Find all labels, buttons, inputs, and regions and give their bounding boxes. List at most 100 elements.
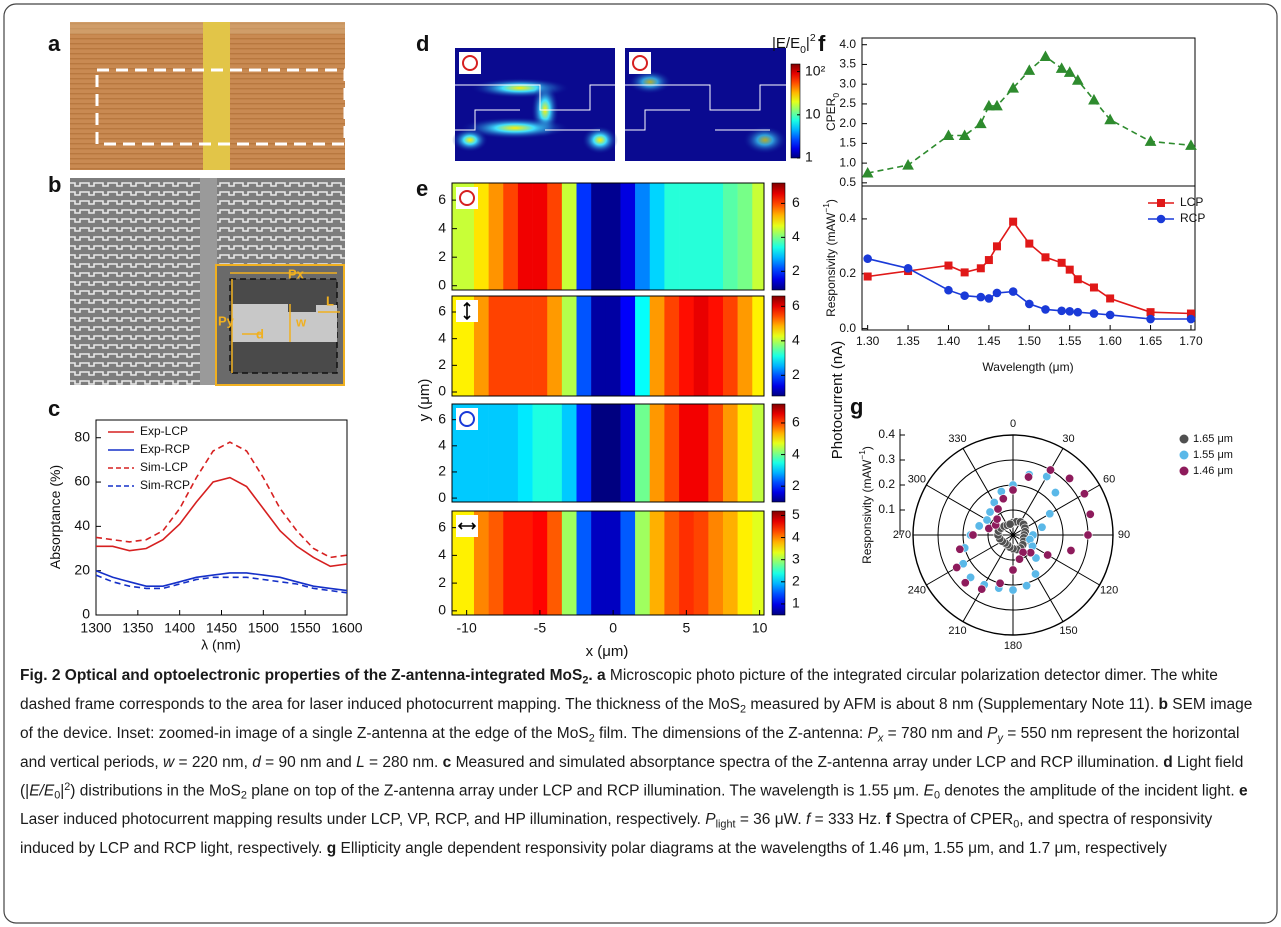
data-point xyxy=(1088,93,1100,105)
y-axis-label-part: ) xyxy=(860,446,874,450)
heatmap-column xyxy=(752,511,765,615)
y-tick-label: 0 xyxy=(82,606,90,622)
caption-run: Spectra of CPER xyxy=(890,811,1014,829)
data-point xyxy=(903,263,913,273)
caption-run: x xyxy=(877,731,884,744)
heatmap-column xyxy=(605,183,621,290)
heatmap-column xyxy=(752,183,765,290)
data-point xyxy=(1104,113,1116,125)
data-point xyxy=(1046,465,1056,475)
y-tick-label: 4 xyxy=(438,437,446,453)
caption-run: 0 xyxy=(54,789,61,802)
x-axis-label: Wavelength (μm) xyxy=(982,360,1073,374)
heatmap-column xyxy=(722,296,738,396)
legend-marker xyxy=(1179,434,1189,444)
caption-run: film. The dimensions of the Z-antenna: xyxy=(594,724,868,742)
r-tick-label: 0.4 xyxy=(878,427,895,441)
caption-run: Microscopic photo picture of the integra… xyxy=(20,667,1218,713)
colorbar-tick-label: 2 xyxy=(792,477,800,493)
data-point xyxy=(1022,581,1032,591)
data-point xyxy=(993,504,1003,514)
heatmap-column xyxy=(737,296,753,396)
caption-run: plane on top of the Z-antenna array unde… xyxy=(246,782,924,800)
y-tick-label: 0.5 xyxy=(839,175,856,189)
plot-frame xyxy=(861,185,1196,331)
x-tick-label: 1.30 xyxy=(856,334,880,348)
y-tick-label: 60 xyxy=(74,473,90,489)
colorbar xyxy=(790,63,801,159)
plot-frame xyxy=(451,182,765,291)
colorbar-tick-label: 1 xyxy=(792,595,800,611)
data-point xyxy=(992,514,1002,524)
y-axis-label: Responsivity (mAW−1) xyxy=(857,446,874,564)
data-point xyxy=(1005,519,1015,529)
colorbar-tick-label: 4 xyxy=(792,528,800,544)
y-axis-label-part: Absorptance (%) xyxy=(47,465,63,569)
figure-border xyxy=(3,3,1278,924)
x-tick-label: 1.60 xyxy=(1098,334,1122,348)
microscope-photo xyxy=(70,22,347,170)
y-tick-label: 6 xyxy=(438,191,446,207)
caption-run: SEM image of the device. Inset: zoomed-i… xyxy=(20,695,1253,742)
theta-tick-label: 300 xyxy=(908,473,926,485)
y-tick-label: 0 xyxy=(438,276,446,292)
caption-run: measured by AFM is about 8 nm (Supplemen… xyxy=(746,695,1159,713)
data-point xyxy=(1043,550,1053,560)
x-tick-label: 1400 xyxy=(164,620,195,636)
y-tick-label: 0 xyxy=(438,602,446,618)
data-point xyxy=(984,294,994,303)
theta-tick-label: 210 xyxy=(948,625,966,637)
data-point xyxy=(968,530,978,540)
colorbar xyxy=(771,295,786,397)
heatmap-column xyxy=(488,511,504,615)
data-point xyxy=(1065,473,1075,483)
caption-run: w xyxy=(163,753,175,771)
y-tick-label: 40 xyxy=(74,517,90,533)
data-point xyxy=(960,578,970,588)
data-point xyxy=(1008,287,1018,296)
heatmap-column xyxy=(708,404,724,502)
panel-label: a xyxy=(48,31,61,56)
caption-run: denotes the amplitude of the incident li… xyxy=(939,782,1239,800)
y-axis-label-part: CPER xyxy=(824,97,838,131)
x-tick-label: 10 xyxy=(752,620,768,636)
theta-tick-label: 0 xyxy=(1010,418,1016,430)
y-axis-label: y (μm) xyxy=(416,379,433,422)
heatmap-column xyxy=(635,183,651,290)
legend-label: Exp-LCP xyxy=(140,424,188,438)
heatmap-column xyxy=(605,511,621,615)
heatmap-column xyxy=(635,296,651,396)
caption-run: = 90 nm and xyxy=(260,753,357,771)
data-point xyxy=(1144,135,1157,146)
y-tick-label: 6 xyxy=(438,303,446,319)
data-point xyxy=(1055,62,1068,73)
theta-tick-label: 90 xyxy=(1118,529,1130,541)
plot-frame xyxy=(451,510,765,616)
data-point xyxy=(1146,314,1155,324)
y-axis-label: Responsivity (mAW−1) xyxy=(821,199,838,317)
data-point xyxy=(1073,275,1082,284)
x-tick-label: 1.45 xyxy=(977,334,1001,348)
legend-label: 1.65 μm xyxy=(1193,433,1233,445)
y-tick-label: 4 xyxy=(438,329,446,345)
x-tick-label: -5 xyxy=(534,620,547,636)
data-point xyxy=(984,256,993,265)
caption-run: = 550 nm represent the horizontal and ve… xyxy=(20,724,1240,771)
y-tick-label: 4.0 xyxy=(839,37,856,51)
legend-label: Sim-RCP xyxy=(140,478,190,492)
heatmap-column xyxy=(532,296,548,396)
heatmap-column xyxy=(591,296,607,396)
caption-run: E xyxy=(923,782,934,800)
heatmap-column xyxy=(679,296,694,396)
data-point xyxy=(1009,217,1018,226)
heatmap-column xyxy=(679,511,694,615)
heatmap-column xyxy=(664,183,680,290)
data-point xyxy=(958,129,971,140)
panel-label: d xyxy=(416,31,429,56)
data-point xyxy=(1105,310,1115,320)
heatmap-column xyxy=(752,296,765,396)
data-point xyxy=(1065,265,1074,274)
heatmap-column xyxy=(605,404,621,502)
caption-run: = 780 nm and xyxy=(883,724,988,742)
y-tick-label: 0.2 xyxy=(839,266,856,280)
